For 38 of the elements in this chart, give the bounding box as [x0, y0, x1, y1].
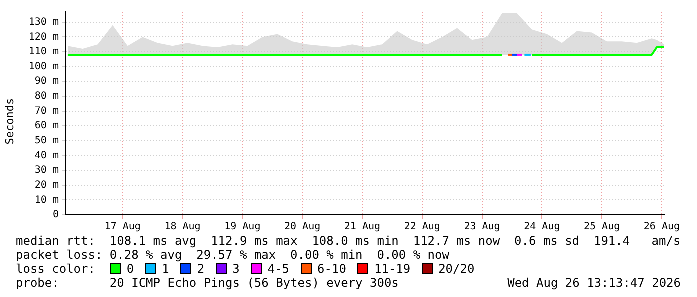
x-tick-label: 19 Aug — [224, 222, 261, 233]
x-tick-label: 26 Aug — [644, 222, 680, 233]
y-tick-label: 40 m — [34, 150, 59, 162]
text: median rtt: 108.1 ms avg 112.9 ms max 108.0 ms min 112.7 ms now 0.6 ms sd 191.4 am/s — [16, 234, 681, 248]
text: Wed Aug 26 13:13:47 2026 — [508, 276, 681, 290]
x-tick-label: 17 Aug — [104, 222, 141, 233]
x-tick-label: 22 Aug — [404, 222, 440, 233]
legend-label: 3 — [232, 262, 240, 276]
x-tick-label: 20 Aug — [284, 222, 321, 233]
y-tick-label: 0 — [52, 210, 59, 221]
y-tick-label: 70 m — [34, 106, 59, 117]
y-tick-label: 120 m — [28, 32, 59, 43]
x-tick-label: 25 Aug — [584, 222, 620, 233]
y-tick-label: 100 m — [28, 61, 59, 72]
legend-label: 11-19 — [374, 262, 411, 276]
x-tick-label: 18 Aug — [164, 222, 201, 233]
x-tick-label: 21 Aug — [344, 222, 381, 233]
y-tick-label: 10 m — [34, 194, 59, 206]
x-tick-label: 23 Aug — [464, 222, 500, 233]
legend-label: 2 — [197, 262, 205, 276]
y-tick-label: 130 m — [28, 16, 59, 28]
y-tick-label: 90 m — [34, 76, 59, 88]
y-tick-label: 80 m — [34, 91, 59, 102]
legend-label: 20/20 — [438, 262, 475, 276]
y-tick-label: 110 m — [28, 46, 59, 58]
y-axis-title: Seconds — [4, 97, 16, 147]
y-tick-label: 30 m — [34, 165, 59, 176]
legend-label: 6-10 — [318, 262, 346, 276]
legend-label: 0 — [126, 262, 134, 276]
y-tick-label: 50 m — [34, 136, 59, 147]
text: packet loss: 0.28 % avg 29.57 % max 0.00 % min 0.00 % now — [16, 248, 450, 262]
legend-label: 1 — [162, 262, 170, 276]
y-tick-label: 20 m — [34, 180, 59, 191]
legend-title: loss color: — [16, 262, 96, 276]
legend-label: 4-5 — [268, 262, 290, 276]
y-tick-label: 60 m — [34, 120, 59, 132]
text: probe: 20 ICMP Echo Pings (56 Bytes) every 300s — [16, 276, 399, 290]
x-tick-label: 24 Aug — [524, 222, 560, 233]
